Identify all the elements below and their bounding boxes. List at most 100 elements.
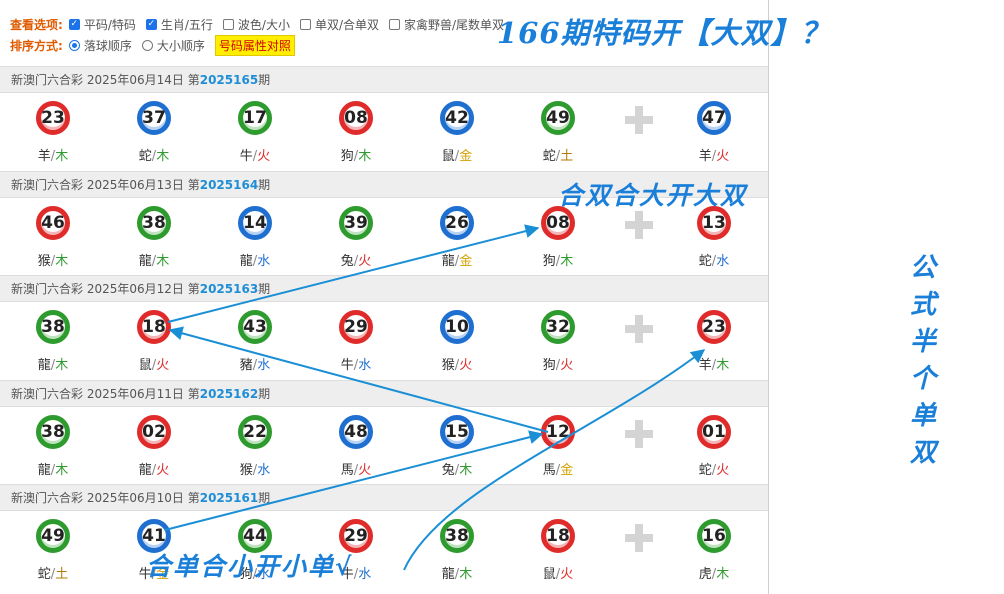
special-number-cell: 13 蛇/水 [679, 198, 749, 274]
ball-attributes: 龍/金 [422, 250, 492, 269]
view-option-1[interactable]: ✓ 生肖/五行 [145, 16, 213, 33]
element-label: 木 [459, 463, 473, 478]
regular-number-cell: 22 猴/水 [220, 407, 290, 483]
separator: / [151, 567, 157, 582]
draw-issue-suffix: 期 [258, 491, 271, 505]
zodiac-label: 牛 [340, 567, 354, 582]
draw-balls-row: 23 羊/木 37 蛇/木 17 牛/火 08 狗/木 42 鼠/金 49 蛇/土 47 羊/火 [0, 93, 768, 169]
lottery-ball: 14 [238, 206, 272, 240]
element-label: 木 [156, 254, 170, 269]
plus-cell [603, 407, 673, 483]
element-label: 木 [459, 567, 473, 582]
separator: / [353, 149, 359, 164]
element-label: 木 [716, 358, 730, 373]
separator: / [50, 149, 56, 164]
lottery-ball: 38 [36, 310, 70, 344]
zodiac-label: 蛇 [698, 463, 712, 478]
draw-header: 新澳门六合彩 2025年06月10日 第2025161期 [0, 484, 768, 511]
checkbox-icon[interactable] [389, 18, 400, 30]
ball-attributes: 狗/火 [523, 354, 593, 373]
plus-cell [603, 511, 673, 587]
zodiac-label: 猴 [441, 358, 455, 373]
ball-attributes: 馬/金 [523, 459, 593, 478]
element-label: 木 [55, 358, 69, 373]
ball-attributes: 虎/木 [679, 563, 749, 582]
lottery-ball: 38 [440, 519, 474, 553]
view-option-label: 单双/合单双 [314, 17, 379, 32]
zodiac-label: 龍 [37, 463, 51, 478]
regular-number-cell: 26 龍/金 [422, 198, 492, 274]
radio-icon[interactable] [141, 39, 153, 51]
element-label: 木 [55, 463, 69, 478]
ball-attributes: 鼠/金 [422, 145, 492, 164]
ball-attributes: 龍/木 [119, 250, 189, 269]
ball-attributes: 蛇/木 [119, 145, 189, 164]
lottery-ball: 26 [440, 206, 474, 240]
separator: / [711, 358, 717, 373]
number-attributes-button[interactable]: 号码属性对照 [214, 34, 295, 56]
view-option-4[interactable]: 家禽野兽/尾数单双 [389, 16, 504, 33]
view-option-2[interactable]: 波色/大小 [222, 16, 290, 33]
ball-attributes: 狗/木 [321, 145, 391, 164]
element-label: 土 [560, 149, 574, 164]
draw-header: 新澳门六合彩 2025年06月11日 第2025162期 [0, 380, 768, 407]
checkbox-icon[interactable]: ✓ [145, 18, 157, 30]
checkbox-icon[interactable] [299, 18, 311, 30]
regular-number-cell: 10 猴/火 [422, 302, 492, 378]
lottery-ball: 46 [36, 206, 70, 240]
plus-cell [603, 302, 673, 378]
draw-issue-suffix: 期 [258, 387, 271, 401]
element-label: 木 [716, 567, 730, 582]
lottery-ball: 18 [541, 519, 575, 553]
separator: / [711, 254, 717, 269]
annotation-prediction: 166期特码开【大双】？ [497, 16, 831, 50]
sort-options-row: 排序方式: 落球顺序 大小顺序 号码属性对照 [10, 34, 295, 56]
zodiac-label: 龍 [138, 463, 152, 478]
sort-option-1[interactable]: 大小顺序 [141, 37, 205, 54]
zodiac-label: 羊 [37, 149, 51, 164]
element-label: 水 [358, 567, 372, 582]
regular-number-cell: 02 龍/火 [119, 407, 189, 483]
ball-attributes: 龍/木 [18, 459, 88, 478]
radio-icon[interactable] [68, 39, 80, 51]
draw-date: 新澳门六合彩 2025年06月10日 第 [11, 491, 200, 505]
annotation-sum-even: 合双合大开大双 [558, 181, 748, 210]
separator: / [555, 567, 561, 582]
regular-number-cell: 08 狗/木 [523, 198, 593, 274]
element-label: 金 [459, 149, 473, 164]
ball-attributes: 牛/金 [119, 563, 189, 582]
zodiac-label: 馬 [542, 463, 556, 478]
lottery-ball: 17 [238, 101, 272, 135]
ball-attributes: 羊/木 [18, 145, 88, 164]
regular-number-cell: 17 牛/火 [220, 93, 290, 169]
element-label: 火 [156, 358, 170, 373]
special-number-cell: 47 羊/火 [679, 93, 749, 169]
element-label: 木 [358, 149, 372, 164]
lottery-ball: 42 [440, 101, 474, 135]
ball-attributes: 蛇/水 [679, 250, 749, 269]
ball-attributes: 牛/水 [321, 354, 391, 373]
checkbox-icon[interactable] [222, 18, 234, 30]
ball-attributes: 馬/火 [321, 459, 391, 478]
plus-icon [625, 420, 653, 448]
view-option-3[interactable]: 单双/合单双 [299, 16, 379, 33]
checkbox-icon[interactable]: ✓ [68, 18, 80, 30]
element-label: 火 [257, 149, 271, 164]
separator: / [151, 463, 157, 478]
separator: / [454, 567, 460, 582]
view-option-0[interactable]: ✓ 平码/特码 [68, 16, 136, 33]
regular-number-cell: 18 鼠/火 [523, 511, 593, 587]
draw-date: 新澳门六合彩 2025年06月11日 第 [11, 387, 200, 401]
ball-attributes: 兔/木 [422, 459, 492, 478]
ball-attributes: 牛/水 [321, 563, 391, 582]
regular-number-cell: 38 龍/木 [18, 407, 88, 483]
special-number-cell: 16 虎/木 [679, 511, 749, 587]
regular-number-cell: 14 龍/水 [220, 198, 290, 274]
zodiac-label: 蛇 [37, 567, 51, 582]
zodiac-label: 猴 [239, 463, 253, 478]
lottery-ball: 49 [36, 519, 70, 553]
ball-attributes: 豬/水 [220, 354, 290, 373]
element-label: 水 [716, 254, 730, 269]
lottery-ball: 23 [697, 310, 731, 344]
sort-option-0[interactable]: 落球顺序 [68, 37, 132, 54]
